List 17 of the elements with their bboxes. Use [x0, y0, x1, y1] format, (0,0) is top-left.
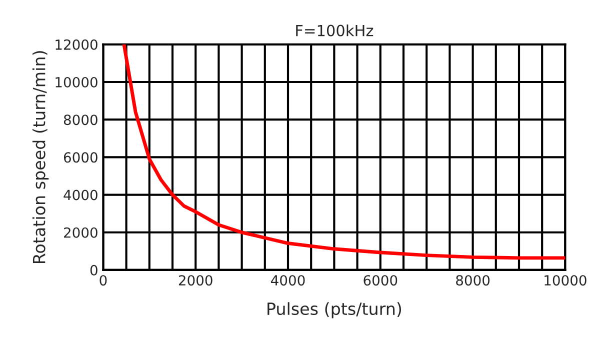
x-axis-title: Pulses (pts/turn) — [268, 302, 402, 318]
y-tick-label: 0 — [90, 264, 98, 276]
chart-title: F=100kHz — [296, 24, 374, 36]
y-tick-label: 12000 — [56, 39, 98, 50]
x-tick-label: 10000 — [544, 275, 586, 286]
y-tick-label: 6000 — [64, 152, 98, 163]
line-series — [122, 44, 566, 260]
y-tick-label: 4000 — [64, 190, 98, 200]
x-tick-label: 2000 — [178, 275, 212, 286]
y-tick-label: 10000 — [56, 76, 98, 88]
x-tick-label: 8000 — [456, 275, 490, 286]
x-tick-label: 6000 — [364, 275, 398, 286]
y-axis-title: Rotation speed (turn/min) — [32, 51, 49, 264]
x-tick-label: 4000 — [271, 275, 305, 286]
y-tick-label: 8000 — [64, 114, 98, 126]
y-tick-label: 2000 — [64, 227, 98, 238]
x-tick-label: 0 — [100, 275, 107, 286]
